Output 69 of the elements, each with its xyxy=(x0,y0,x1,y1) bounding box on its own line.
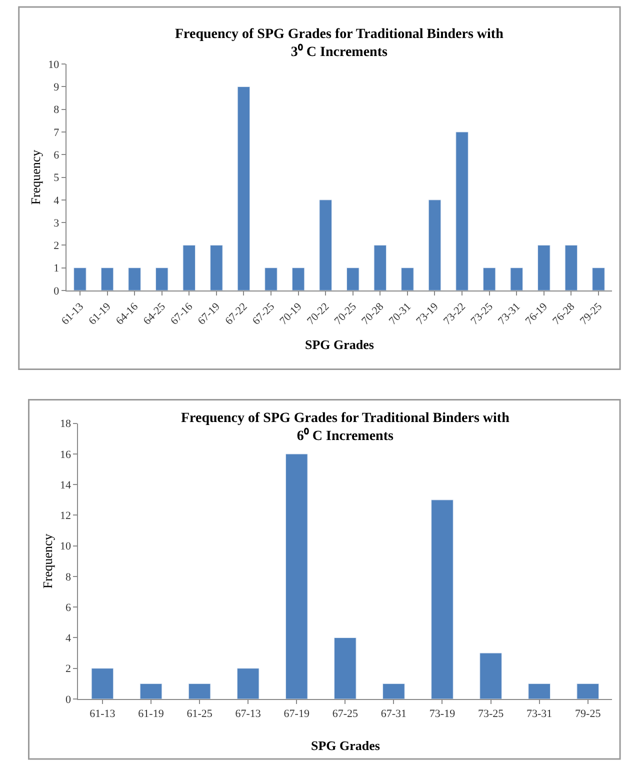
bar xyxy=(346,268,360,290)
bar xyxy=(210,244,223,290)
bar xyxy=(285,454,308,699)
y-tick-label: 12 xyxy=(60,510,71,522)
y-tick-label: 2 xyxy=(54,240,60,252)
y-tick-label: 5 xyxy=(54,172,60,184)
bar xyxy=(292,268,305,290)
y-tick-label: 16 xyxy=(60,448,72,461)
chart-title: Frequency of SPG Grades for Traditional Binders with 3⁰ C Increments xyxy=(175,27,504,60)
bar xyxy=(100,268,114,290)
bar xyxy=(264,268,278,290)
bar xyxy=(482,268,496,290)
y-tick-label: 10 xyxy=(60,540,72,553)
x-tick-label: 79-25 xyxy=(575,708,602,720)
bar xyxy=(428,200,442,290)
x-tick-label: 73-19 xyxy=(429,708,456,720)
bar xyxy=(382,683,405,699)
y-tick-label: 4 xyxy=(54,194,60,207)
y-tick-label: 10 xyxy=(48,58,60,71)
bar xyxy=(91,668,114,699)
x-tick-label: 67-13 xyxy=(235,708,262,720)
x-tick-label: 67-31 xyxy=(380,708,407,720)
bar xyxy=(564,244,578,290)
y-tick-label: 0 xyxy=(65,694,72,706)
x-tick-label: 67-25 xyxy=(332,708,358,720)
bar xyxy=(374,244,387,290)
bar xyxy=(188,683,211,699)
bar xyxy=(456,132,468,290)
y-tick-label: 14 xyxy=(60,479,72,492)
y-tick-label: 6 xyxy=(65,602,72,614)
bar xyxy=(128,268,141,290)
x-tick-label: 67-19 xyxy=(284,708,310,720)
y-tick-label: 7 xyxy=(54,126,60,139)
bar xyxy=(480,652,502,699)
bar xyxy=(528,683,550,699)
y-axis-title: Frequency xyxy=(40,533,55,589)
bar xyxy=(576,683,600,699)
bar xyxy=(236,668,260,699)
bar xyxy=(140,683,162,699)
x-tick-label: 61-13 xyxy=(90,708,116,720)
y-tick-label: 2 xyxy=(65,663,71,676)
bar xyxy=(592,268,605,290)
x-tick-label: 73-25 xyxy=(478,708,504,720)
x-tick-label: 73-31 xyxy=(526,708,552,720)
bar xyxy=(74,268,86,290)
x-tick-label: 61-19 xyxy=(138,708,164,720)
y-tick-label: 1 xyxy=(54,262,60,275)
bar xyxy=(510,268,524,290)
y-tick-label: 6 xyxy=(54,149,60,162)
y-tick-label: 0 xyxy=(54,285,60,298)
bar xyxy=(319,200,332,290)
bar xyxy=(182,244,196,290)
x-axis-title: SPG Grades xyxy=(305,337,374,352)
bar xyxy=(431,500,454,699)
bar xyxy=(401,268,414,290)
chart-title: Frequency of SPG Grades for Traditional Binders with 6⁰ C Increments xyxy=(181,411,510,444)
y-tick-label: 8 xyxy=(54,104,60,116)
y-tick-label: 3 xyxy=(54,217,60,230)
bar xyxy=(538,244,550,290)
bar xyxy=(237,86,250,290)
bar xyxy=(155,268,168,290)
y-tick-label: 18 xyxy=(60,418,72,430)
x-tick-label: 61-25 xyxy=(186,708,213,720)
bar xyxy=(334,637,356,699)
x-axis-title: SPG Grades xyxy=(311,738,380,753)
y-tick-label: 4 xyxy=(65,632,72,645)
y-tick-label: 9 xyxy=(54,82,60,94)
y-axis-title: Frequency xyxy=(28,149,44,205)
y-tick-label: 8 xyxy=(65,571,72,584)
